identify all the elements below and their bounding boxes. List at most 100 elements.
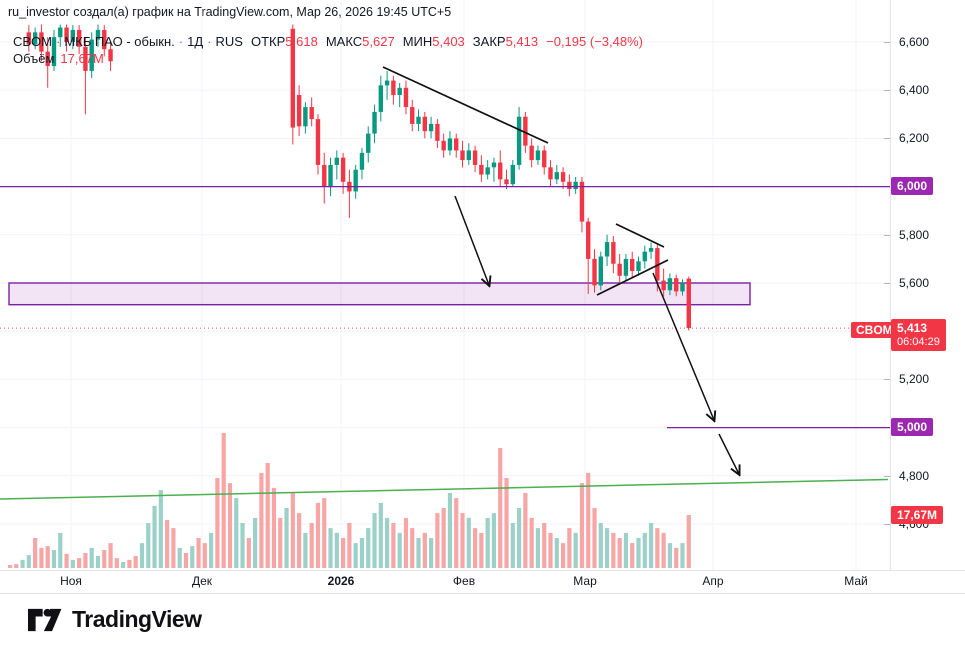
candle-body bbox=[472, 150, 478, 165]
candle-body bbox=[567, 181, 572, 190]
chart-canvas[interactable] bbox=[0, 0, 965, 592]
volume-bar bbox=[133, 556, 138, 568]
bar-countdown: 06:04:29 bbox=[897, 336, 940, 348]
green-trendline bbox=[0, 478, 889, 500]
candle-body bbox=[529, 145, 534, 161]
triangle-upper bbox=[615, 223, 665, 248]
candle-body bbox=[296, 95, 302, 127]
candle-body bbox=[359, 152, 365, 170]
volume-bar bbox=[642, 532, 647, 568]
price-tick bbox=[884, 283, 890, 284]
candle-body bbox=[315, 119, 321, 165]
volume-bar bbox=[265, 463, 270, 568]
volume-bar bbox=[183, 553, 189, 568]
candle-body bbox=[26, 32, 32, 45]
candle-body bbox=[674, 278, 679, 292]
tradingview-footer[interactable]: TradingView bbox=[28, 606, 202, 633]
green-trendline bbox=[0, 478, 889, 500]
volume-bar bbox=[573, 532, 578, 568]
volume-bar bbox=[397, 532, 402, 568]
close-label: ЗАКР bbox=[472, 34, 506, 49]
volume-value: 17,67M bbox=[60, 51, 104, 66]
volume-bar bbox=[554, 538, 559, 568]
volume-bar bbox=[655, 528, 660, 568]
candle-body bbox=[598, 256, 603, 286]
volume-bar bbox=[14, 564, 19, 568]
volume-bar bbox=[353, 543, 358, 568]
volume-bar bbox=[460, 513, 465, 568]
price-tick bbox=[884, 475, 890, 477]
volume-bar bbox=[341, 538, 346, 568]
volume-bar bbox=[504, 478, 509, 568]
candle-body bbox=[32, 32, 38, 45]
volume-bar bbox=[196, 538, 201, 568]
volume-bar bbox=[410, 528, 415, 568]
volume-bar bbox=[447, 493, 453, 568]
volume-bar bbox=[89, 547, 94, 568]
candle-body bbox=[479, 164, 484, 175]
close-value: 5,413 bbox=[505, 34, 539, 49]
volume-bar bbox=[108, 543, 113, 568]
price-tick bbox=[884, 524, 890, 525]
volume-bar bbox=[661, 532, 666, 568]
candle-body bbox=[384, 80, 390, 86]
candle-body bbox=[454, 138, 459, 151]
candle-body bbox=[328, 164, 333, 187]
volume-bar bbox=[560, 543, 566, 568]
volume-bar bbox=[535, 528, 541, 568]
volume-bar bbox=[391, 523, 396, 568]
open-value: 5,618 bbox=[285, 34, 318, 49]
candle-body bbox=[70, 29, 76, 42]
volume-bar bbox=[372, 513, 377, 568]
volume-bar bbox=[485, 517, 490, 568]
volume-bar bbox=[686, 514, 691, 568]
volume-bar bbox=[636, 538, 641, 568]
last-price-value: 5,413 bbox=[897, 321, 928, 335]
tradingview-logo-icon bbox=[28, 608, 62, 631]
candle-body bbox=[441, 140, 446, 151]
candle-body bbox=[648, 248, 654, 252]
volume-bars bbox=[7, 433, 691, 568]
month-label: Апр bbox=[702, 574, 724, 588]
volume-bar bbox=[667, 543, 673, 568]
arrow-to-5000 bbox=[652, 272, 714, 420]
volume-bar bbox=[278, 517, 283, 568]
candle-body bbox=[108, 49, 113, 62]
candle-body bbox=[102, 29, 107, 50]
last-price-badge: 5,413 06:04:29 bbox=[891, 319, 946, 351]
volume-bar bbox=[297, 513, 302, 568]
volume-bar bbox=[64, 553, 69, 568]
volume-bar bbox=[630, 543, 635, 568]
support-zone bbox=[8, 282, 751, 306]
open-label: ОТКР bbox=[250, 34, 286, 49]
volume-bar bbox=[127, 559, 132, 568]
volume-bar bbox=[202, 543, 207, 568]
price-tick bbox=[884, 90, 890, 92]
volume-bar bbox=[441, 508, 446, 568]
time-axis[interactable] bbox=[0, 570, 965, 594]
candle-body bbox=[64, 27, 69, 42]
price-axis-label: 4,800 bbox=[899, 468, 930, 483]
candle-body bbox=[397, 87, 402, 96]
candle-body bbox=[460, 150, 465, 161]
symbol-price-flag: CBOM bbox=[851, 322, 898, 338]
month-label: Фев bbox=[452, 574, 476, 588]
volume-bar bbox=[529, 517, 534, 568]
candle-body bbox=[51, 37, 57, 67]
volume-bar bbox=[152, 505, 157, 568]
volume-bar bbox=[102, 550, 107, 568]
low-label: МИН bbox=[402, 34, 433, 49]
trendline-main bbox=[382, 66, 549, 144]
candle-body bbox=[322, 164, 327, 187]
candle-body bbox=[428, 123, 434, 132]
volume-bar bbox=[290, 493, 295, 568]
month-label: Ноя bbox=[60, 574, 82, 588]
candle-body bbox=[403, 87, 409, 108]
candle-body bbox=[611, 242, 616, 264]
volume-bar bbox=[121, 562, 126, 568]
candle-body bbox=[535, 150, 541, 161]
legend-interval: 1Д bbox=[187, 34, 204, 49]
price-tick bbox=[884, 42, 890, 43]
candle-body bbox=[447, 138, 453, 151]
candle-body bbox=[554, 172, 559, 180]
